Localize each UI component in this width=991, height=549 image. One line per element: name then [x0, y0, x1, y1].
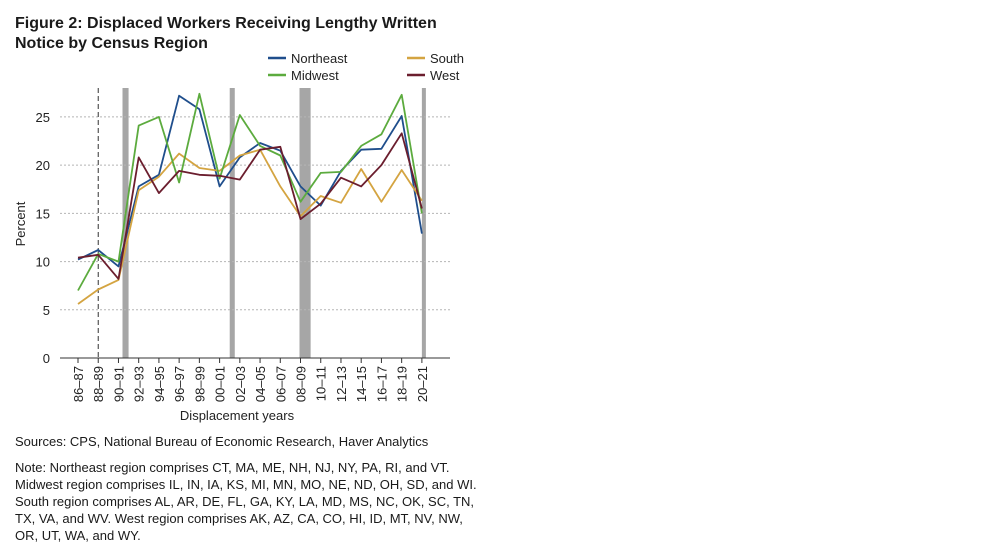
y-tick-label: 5	[43, 303, 50, 318]
series-line-northeast	[77, 94, 423, 268]
x-tick-label: 86–87	[71, 366, 86, 402]
x-tick-label: 12–13	[334, 366, 349, 402]
line-chart: 0 5 10 15 20 25 86–87 88–89 90–91 92–93 94–95 96–97…	[13, 51, 464, 423]
recession-band	[299, 88, 311, 358]
legend-label: Northeast	[291, 51, 348, 66]
y-axis-label: Percent	[13, 201, 28, 246]
y-tick-label: 20	[36, 158, 50, 173]
x-tick-label: 08–09	[294, 366, 309, 402]
x-tick-label: 98–99	[192, 366, 207, 402]
y-tick-label: 10	[36, 255, 50, 270]
legend: Northeast South Midwest West	[268, 51, 464, 83]
x-tick-label: 18–19	[395, 366, 410, 402]
series-line-midwest	[77, 92, 423, 291]
legend-label: Midwest	[291, 68, 339, 83]
x-tick-label: 90–91	[112, 366, 127, 402]
chart-title: Figure 2: Displaced Workers Receiving Le…	[15, 15, 437, 52]
legend-label: South	[430, 51, 464, 66]
series-line-west	[77, 132, 423, 280]
x-tick-label: 16–17	[374, 366, 389, 402]
x-tick-label: 20–21	[415, 366, 430, 402]
recession-band	[122, 88, 129, 358]
x-tick-label: 92–93	[132, 366, 147, 402]
x-tick-label: 14–15	[354, 366, 369, 402]
x-tick-label: 06–07	[273, 366, 288, 402]
y-tick-label: 15	[36, 206, 50, 221]
x-tick-label: 10–11	[314, 366, 329, 401]
axes: 0 5 10 15 20 25 86–87 88–89 90–91 92–93 94–95 96–97…	[36, 110, 450, 402]
y-tick-label: 25	[36, 110, 50, 125]
series-line-south	[77, 148, 423, 305]
recession-band	[229, 88, 235, 358]
y-tick-label: 0	[43, 351, 50, 366]
x-tick-label: 88–89	[91, 366, 106, 402]
sources-text: Sources: CPS, National Bureau of Economi…	[15, 434, 429, 449]
x-tick-label: 02–03	[233, 366, 248, 402]
x-tick-label: 00–01	[213, 366, 228, 402]
note-text: Note: Northeast region comprises CT, MA,…	[15, 460, 477, 543]
series-lines	[77, 92, 423, 305]
x-tick-label: 96–97	[172, 366, 187, 402]
legend-label: West	[430, 68, 460, 83]
recession-band	[421, 88, 426, 358]
x-tick-label: 04–05	[253, 366, 268, 402]
x-axis-label: Displacement years	[180, 408, 295, 423]
x-tick-label: 94–95	[152, 366, 167, 402]
recession-bands	[122, 88, 426, 358]
